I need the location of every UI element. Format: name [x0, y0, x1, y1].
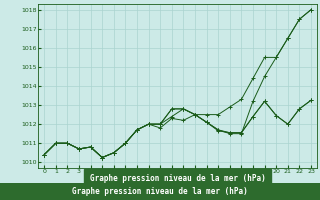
X-axis label: Graphe pression niveau de la mer (hPa): Graphe pression niveau de la mer (hPa) — [90, 174, 266, 183]
Text: Graphe pression niveau de la mer (hPa): Graphe pression niveau de la mer (hPa) — [72, 187, 248, 196]
